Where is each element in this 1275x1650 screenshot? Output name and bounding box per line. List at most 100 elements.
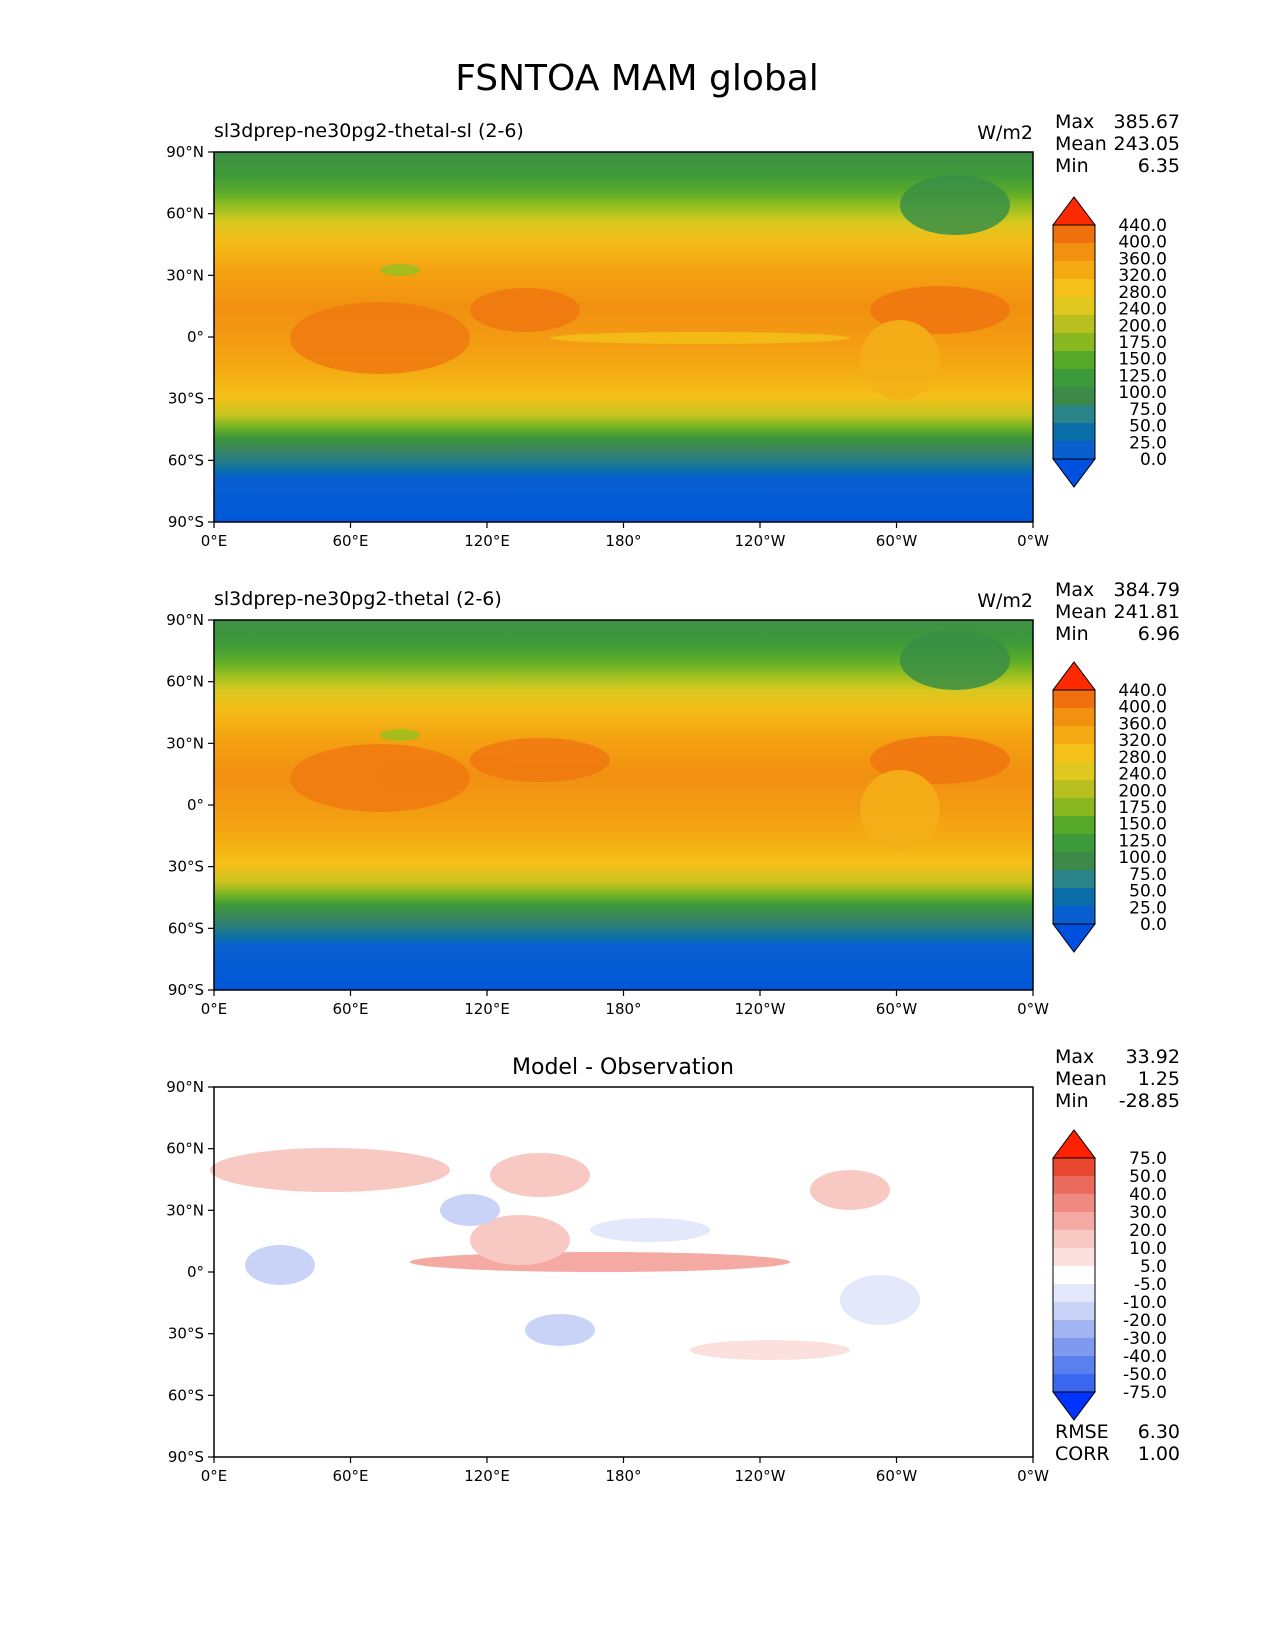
colorbar-segment [1053, 1284, 1095, 1303]
colorbar-segment [1053, 1266, 1095, 1285]
stat-value: 384.79 [1114, 579, 1180, 601]
colorbar-tick-label: -75.0 [1123, 1383, 1167, 1403]
panel-2-land-patches [290, 630, 1010, 850]
stat-value: 241.81 [1114, 601, 1180, 623]
panel-2-title: sl3dprep-ne30pg2-thetal (2-6) [214, 588, 502, 610]
lon-tick-label: 0°W [1017, 532, 1049, 550]
lat-tick-label: 90°N [166, 611, 204, 629]
lon-tick-label: 0°W [1017, 1000, 1049, 1018]
colorbar-tick-label: 75.0 [1129, 865, 1167, 885]
colorbar-tick-label: -5.0 [1134, 1275, 1167, 1295]
stat-label: Max [1055, 579, 1094, 601]
colorbar-tick-label: 400.0 [1118, 233, 1167, 253]
lat-tick-label: 60°N [166, 1140, 204, 1158]
colorbar-segment [1053, 225, 1095, 244]
lon-tick-label: 60°W [876, 1000, 918, 1018]
colorbar-extend-top [1052, 661, 1096, 691]
lat-tick-label: 30°N [166, 734, 204, 752]
stat-value: 243.05 [1114, 133, 1180, 155]
colorbar-tick-label: 280.0 [1118, 748, 1167, 768]
panel-2-units: W/m2 [977, 590, 1033, 612]
colorbar-segment [1053, 351, 1095, 370]
colorbar-tick-label: 175.0 [1118, 798, 1167, 818]
lat-tick-label: 30°S [168, 390, 204, 408]
colorbar-segment [1053, 243, 1095, 262]
colorbar-tick-label: 440.0 [1118, 681, 1167, 701]
colorbar-tick-label: 75.0 [1129, 1149, 1167, 1169]
stat-label: Mean [1055, 133, 1107, 155]
colorbar-tick-label: 125.0 [1118, 831, 1167, 851]
colorbar-segment [1053, 1374, 1095, 1393]
figure-title: FSNTOA MAM global [455, 58, 819, 99]
colorbar-segment [1053, 1338, 1095, 1357]
lat-tick-label: 30°N [166, 266, 204, 284]
stat-value: 6.35 [1138, 155, 1180, 177]
colorbar-tick-label: 30.0 [1129, 1203, 1167, 1223]
colorbar-segment [1053, 888, 1095, 907]
colorbar-extend-bottom [1052, 1391, 1096, 1421]
lon-tick-label: 120°W [735, 1000, 786, 1018]
colorbar-tick-label: 25.0 [1129, 898, 1167, 918]
lon-tick-label: 60°W [876, 532, 918, 550]
colorbar-frame [1052, 1157, 1096, 1393]
colorbar-segment [1053, 780, 1095, 799]
lat-tick-label: 30°N [166, 1201, 204, 1219]
colorbar-tick-label: 320.0 [1118, 731, 1167, 751]
colorbar-tick-label: 200.0 [1118, 781, 1167, 801]
panel-1-title: sl3dprep-ne30pg2-thetal-sl (2-6) [214, 120, 524, 142]
lat-tick-label: 90°S [168, 1448, 204, 1466]
stat-value: 6.96 [1138, 623, 1180, 645]
lat-tick-label: 60°S [168, 451, 204, 469]
colorbar-tick-label: 0.0 [1140, 915, 1167, 935]
colorbar-segment [1053, 834, 1095, 853]
panel-2: sl3dprep-ne30pg2-thetal (2-6) W/m2 [213, 588, 1034, 991]
stat-label: Min [1055, 155, 1089, 177]
colorbar-segment [1053, 297, 1095, 316]
colorbar-tick-label: 280.0 [1118, 283, 1167, 303]
colorbar-segment [1053, 1320, 1095, 1339]
stat-value: -28.85 [1119, 1090, 1180, 1112]
colorbar-tick-label: 100.0 [1118, 848, 1167, 868]
panel-3-title: Model - Observation [512, 1055, 734, 1080]
metric-value: 1.00 [1138, 1443, 1180, 1465]
lat-tick-label: 0° [187, 328, 204, 346]
panel-1-land-patches [290, 175, 1010, 400]
lon-tick-label: 60°E [332, 1467, 368, 1485]
colorbar-segment [1053, 333, 1095, 352]
colorbar-tick-label: 320.0 [1118, 266, 1167, 286]
colorbar-segment [1053, 405, 1095, 424]
metric-label: RMSE [1055, 1421, 1109, 1443]
colorbar-tick-label: -10.0 [1123, 1293, 1167, 1313]
colorbar-segment [1053, 1212, 1095, 1231]
colorbar-tick-label: 25.0 [1129, 433, 1167, 453]
colorbar-tick-label: 240.0 [1118, 300, 1167, 320]
metric-label: CORR [1055, 1443, 1110, 1465]
colorbar-segment [1053, 852, 1095, 871]
lat-tick-label: 90°S [168, 513, 204, 531]
lat-tick-label: 90°S [168, 981, 204, 999]
colorbar-segment [1053, 423, 1095, 442]
panel-3-anomaly-patches [210, 1148, 920, 1360]
stat-label: Min [1055, 623, 1089, 645]
lat-tick-label: 0° [187, 1263, 204, 1281]
colorbar-segment [1053, 816, 1095, 835]
colorbar-segment [1053, 1176, 1095, 1195]
axis-ticks: 90°N60°N30°N0°30°S60°S90°S0°E 60°E 120°E 18… [166, 143, 1049, 1485]
stat-label: Max [1055, 1046, 1094, 1068]
colorbar-extend-bottom [1052, 458, 1096, 488]
stats-text: Max 385.67 Mean 243.05 Min 6.35 Max 384.79 Mean 2… [1055, 111, 1180, 1112]
stat-value: 1.25 [1138, 1068, 1180, 1090]
lat-tick-label: 60°S [168, 919, 204, 937]
stat-label: Mean [1055, 601, 1107, 623]
panel-1-units: W/m2 [977, 122, 1033, 144]
colorbar-segment [1053, 279, 1095, 298]
lon-tick-label: 120°W [735, 1467, 786, 1485]
lat-tick-label: 60°N [166, 673, 204, 691]
colorbar-tick-label: 440.0 [1118, 216, 1167, 236]
colorbar-segment [1053, 798, 1095, 817]
colorbar-tick-label: -30.0 [1123, 1329, 1167, 1349]
colorbar-segment [1053, 1230, 1095, 1249]
colorbar-tick-label: 50.0 [1129, 1167, 1167, 1187]
colorbar-tick-label: 75.0 [1129, 400, 1167, 420]
